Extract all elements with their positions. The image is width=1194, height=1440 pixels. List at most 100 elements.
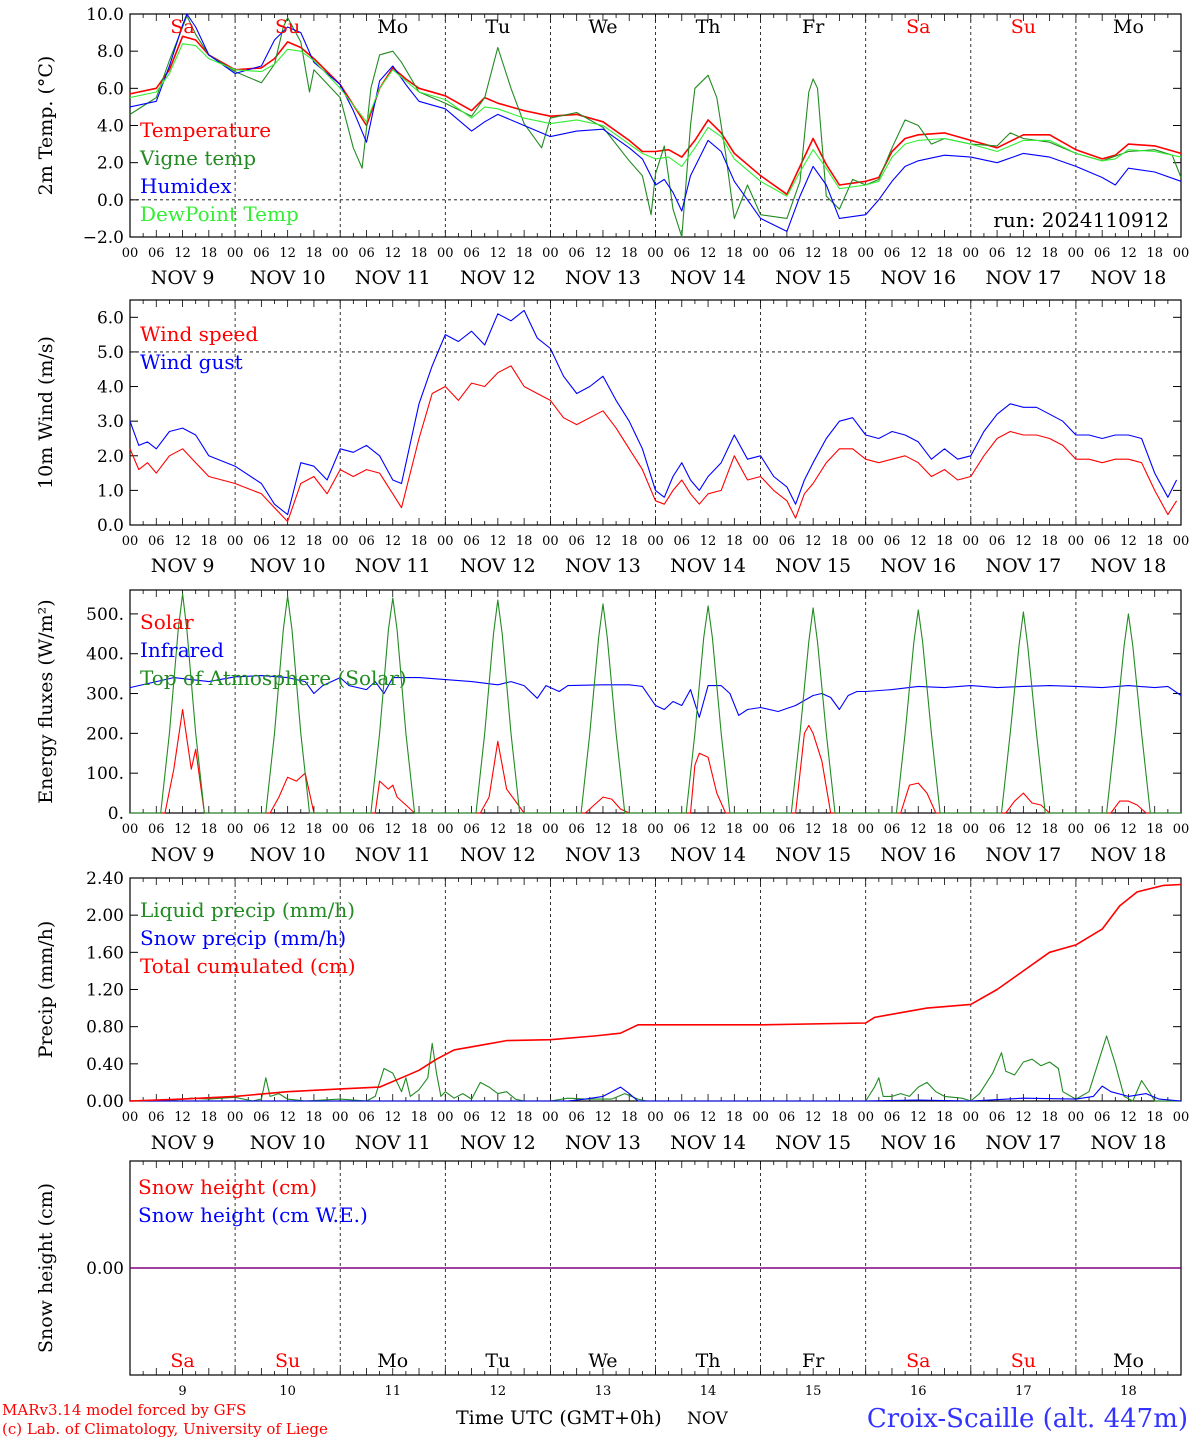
y-axis-label: Snow height (cm) (35, 1183, 57, 1353)
hour-label: 00 (1068, 1110, 1085, 1125)
series-line (130, 708, 1181, 814)
date-label: NOV 12 (460, 844, 536, 866)
day-name: Tu (485, 1350, 510, 1372)
panels: 10.0 8.0 6.0 4.0 2.0 0.0 −2.0 2m Temp. (°C) Temp… (35, 5, 1189, 1399)
hour-label: 06 (148, 246, 165, 261)
hour-label: 18 (936, 1110, 953, 1125)
date-label: NOV 13 (565, 1132, 641, 1154)
hour-label: 12 (279, 246, 296, 261)
hour-label: 12 (595, 246, 612, 261)
hour-label: 00 (542, 822, 559, 837)
date-label: NOV 15 (775, 555, 851, 577)
date-label: NOV 16 (880, 1132, 956, 1154)
panel-2: 6.0 5.0 4.0 3.0 2.0 1.0 0.0 10m Wind (m/s) Wind … (35, 299, 1189, 577)
hour-label: 00 (647, 1110, 664, 1125)
hour-label: 12 (700, 246, 717, 261)
hour-label: 00 (437, 1110, 454, 1125)
hour-label: 06 (779, 246, 796, 261)
hour-label: 18 (306, 822, 323, 837)
hour-label: 06 (1094, 1110, 1111, 1125)
series-line (129, 883, 1182, 1102)
y-tick-label: 500. (86, 605, 124, 625)
hour-label: 18 (726, 1110, 743, 1125)
hour-label: 18 (621, 1110, 638, 1125)
hour-label: 12 (1015, 1110, 1032, 1125)
hour-label: 00 (1068, 246, 1085, 261)
panel-4: 2.40 2.00 1.60 1.20 0.80 0.40 0.00 Precip (mm/h… (35, 869, 1189, 1154)
hour-label: 06 (358, 246, 375, 261)
y-tick-label: 0.0 (97, 516, 124, 536)
legend-entry: Snow precip (mm/h) (140, 926, 346, 950)
series-line (129, 43, 1182, 197)
day-name: Sa (170, 1350, 194, 1372)
y-tick-label: 5.0 (97, 343, 124, 363)
hour-label: 18 (831, 1110, 848, 1125)
date-label: NOV 13 (565, 844, 641, 866)
hour-label: 00 (437, 822, 454, 837)
day-name: Su (1011, 1350, 1036, 1372)
legend-entry: Liquid precip (mm/h) (140, 898, 355, 922)
y-axis-label: 2m Temp. (°C) (35, 56, 57, 196)
hour-label: 12 (1120, 822, 1137, 837)
date-label: NOV 16 (880, 267, 956, 289)
legend-entry: Vigne temp (139, 146, 256, 170)
date-label: NOV 9 (151, 267, 215, 289)
date-label: NOV 12 (460, 1132, 536, 1154)
hour-label: 18 (726, 246, 743, 261)
legend-entry: Humidex (140, 174, 232, 198)
hour-label: 12 (595, 534, 612, 549)
date-label: NOV 15 (775, 844, 851, 866)
hour-label: 12 (700, 1110, 717, 1125)
hour-label: 12 (490, 1110, 507, 1125)
hour-label: 12 (490, 246, 507, 261)
y-tick-label: 4.0 (97, 378, 124, 398)
hour-label: 12 (384, 822, 401, 837)
date-label: NOV 16 (880, 555, 956, 577)
day-name: Mo (377, 16, 408, 38)
day-number: 18 (1120, 1384, 1137, 1399)
hour-label: 18 (1146, 534, 1163, 549)
y-tick-label: 100. (86, 764, 124, 784)
day-number: 15 (805, 1384, 822, 1399)
y-tick-label: 0.00 (86, 1092, 124, 1112)
hour-label: 18 (831, 534, 848, 549)
date-label: NOV 15 (775, 1132, 851, 1154)
hour-label: 06 (253, 1110, 270, 1125)
hour-label: 00 (122, 246, 139, 261)
day-name: We (588, 1350, 617, 1372)
time-axis-label: Time UTC (GMT+0h) (456, 1407, 662, 1429)
date-label: NOV 9 (151, 1132, 215, 1154)
y-tick-label: 1.60 (86, 943, 124, 963)
day-number: 9 (178, 1384, 186, 1399)
series-line (129, 15, 1182, 238)
hour-label: 00 (857, 1110, 874, 1125)
y-tick-label: 0.00 (86, 1259, 124, 1279)
hour-label: 00 (752, 534, 769, 549)
hour-label: 06 (568, 534, 585, 549)
hour-label: 12 (1015, 246, 1032, 261)
series-line (129, 675, 1182, 718)
hour-label: 06 (1094, 246, 1111, 261)
hour-label: 06 (884, 246, 901, 261)
hour-label: 18 (201, 1110, 218, 1125)
hour-label: 12 (805, 246, 822, 261)
day-number: 14 (700, 1384, 717, 1399)
hour-label: 12 (910, 534, 927, 549)
hour-label: 12 (700, 822, 717, 837)
hour-label: 12 (174, 246, 191, 261)
hour-label: 18 (1146, 822, 1163, 837)
hour-label: 18 (621, 246, 638, 261)
hour-label: 00 (647, 246, 664, 261)
hour-label: 12 (1120, 246, 1137, 261)
y-tick-label: 6.0 (97, 308, 124, 328)
y-tick-label: 400. (86, 645, 124, 665)
hour-label: 18 (516, 822, 533, 837)
date-label: NOV 17 (985, 267, 1061, 289)
date-label: NOV 11 (355, 844, 431, 866)
day-name: Mo (1113, 1350, 1144, 1372)
series-line (129, 365, 1178, 523)
date-label: NOV 17 (985, 1132, 1061, 1154)
hour-label: 06 (568, 246, 585, 261)
hour-label: 12 (805, 822, 822, 837)
hour-label: 00 (332, 534, 349, 549)
